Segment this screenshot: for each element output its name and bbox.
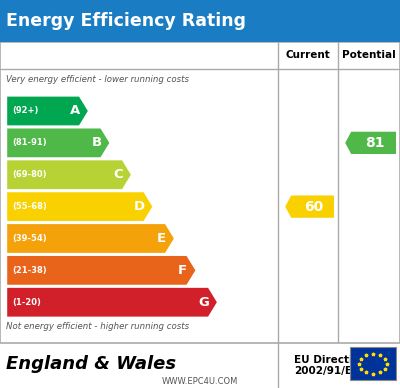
Polygon shape bbox=[7, 97, 88, 125]
Text: 60: 60 bbox=[304, 199, 323, 214]
Text: 81: 81 bbox=[365, 136, 384, 150]
Text: 2002/91/EC: 2002/91/EC bbox=[294, 366, 360, 376]
Text: (39-54): (39-54) bbox=[12, 234, 47, 243]
Text: (81-91): (81-91) bbox=[12, 139, 47, 147]
Bar bbox=[0, 42, 400, 388]
Text: D: D bbox=[134, 200, 145, 213]
Polygon shape bbox=[7, 192, 152, 221]
Text: Current: Current bbox=[286, 50, 330, 61]
Text: (55-68): (55-68) bbox=[12, 202, 47, 211]
Text: (69-80): (69-80) bbox=[12, 170, 46, 179]
Text: Not energy efficient - higher running costs: Not energy efficient - higher running co… bbox=[6, 322, 189, 331]
Text: E: E bbox=[156, 232, 166, 245]
Text: EU Directive: EU Directive bbox=[294, 355, 366, 365]
Bar bbox=[0, 343, 400, 388]
Polygon shape bbox=[7, 256, 195, 285]
Polygon shape bbox=[7, 224, 174, 253]
Text: WWW.EPC4U.COM: WWW.EPC4U.COM bbox=[162, 377, 238, 386]
Text: (21-38): (21-38) bbox=[12, 266, 47, 275]
Text: (1-20): (1-20) bbox=[12, 298, 41, 307]
Text: (92+): (92+) bbox=[12, 106, 38, 116]
Polygon shape bbox=[7, 288, 217, 317]
Polygon shape bbox=[7, 160, 131, 189]
Polygon shape bbox=[7, 128, 109, 157]
Text: England & Wales: England & Wales bbox=[6, 355, 176, 373]
Text: Energy Efficiency Rating: Energy Efficiency Rating bbox=[6, 12, 246, 30]
Text: B: B bbox=[92, 136, 102, 149]
Text: F: F bbox=[178, 264, 187, 277]
Bar bbox=[350, 347, 396, 380]
Text: Potential: Potential bbox=[342, 50, 396, 61]
Polygon shape bbox=[345, 132, 396, 154]
Text: A: A bbox=[70, 104, 80, 118]
Text: G: G bbox=[199, 296, 210, 309]
Text: C: C bbox=[113, 168, 123, 181]
Bar bbox=[0, 0, 400, 42]
Text: Very energy efficient - lower running costs: Very energy efficient - lower running co… bbox=[6, 74, 189, 84]
Polygon shape bbox=[285, 196, 334, 218]
